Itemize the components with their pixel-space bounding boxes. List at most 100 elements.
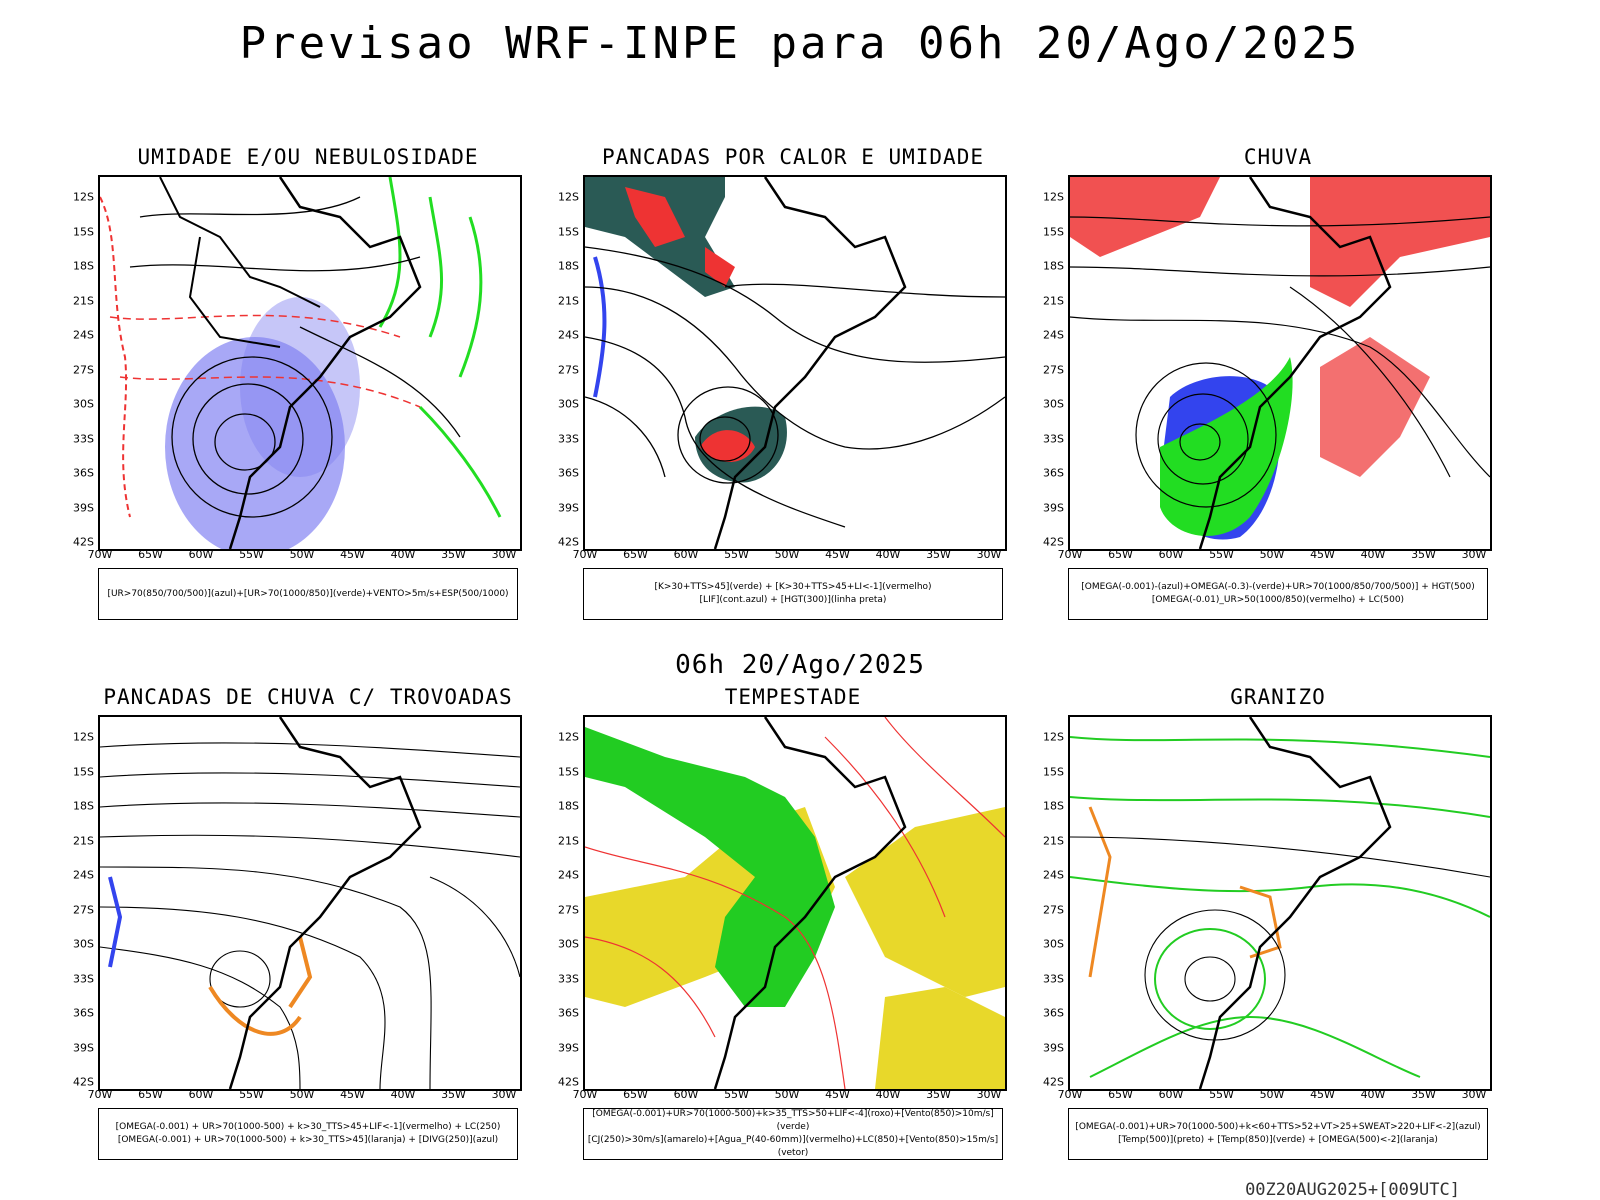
map-pancadas-calor (583, 175, 1007, 551)
country-border (713, 177, 907, 549)
lat-tick-label: 30S (1043, 397, 1064, 411)
hgt300-contours (585, 246, 1005, 528)
panel-title: PANCADAS DE CHUVA C/ TROVOADAS (103, 685, 513, 709)
lon-tick-label: 45W (825, 548, 850, 561)
lon-tick-label: 50W (774, 548, 800, 561)
lat-tick-label: 30S (558, 937, 579, 951)
lat-tick-label: 15S (73, 765, 94, 778)
jet-yellow-area (875, 987, 1005, 1089)
lat-tick-label: 39S (558, 1041, 579, 1054)
temp500-black-contours (1070, 836, 1490, 1041)
panel-title: CHUVA (1243, 145, 1313, 169)
lat-tick-label: 27S (73, 363, 94, 376)
lon-tick-label: 55W (724, 548, 749, 561)
lat-tick-label: 36S (73, 1006, 94, 1020)
pressure-contours (129, 196, 461, 518)
lon-tick-label: 70W (87, 548, 113, 561)
lon-tick-label: 65W (623, 548, 648, 561)
country-border (228, 717, 422, 1089)
country-border (1198, 177, 1392, 549)
lat-tick-label: 24S (558, 328, 579, 342)
panel-tempestade: TEMPESTADE 12S 15S 18S 21S 24S 27S 30S 33S 36S 39… (553, 685, 1033, 1160)
country-border (713, 717, 907, 1089)
lat-tick-label: 33S (558, 972, 579, 985)
lat-tick-label: 21S (1043, 834, 1064, 847)
lon-tick-label: 65W (1108, 1088, 1133, 1101)
legend-line: [OMEGA(-0.001)+UR>70(1000-500)+k<60+TTS>… (1075, 1122, 1481, 1132)
legend-line: [OMEGA(-0.001) + UR>70(1000-500) + k>30_… (117, 1135, 499, 1145)
legend-line: [Temp(500)](preto) + [Temp(850)](verde) … (1118, 1135, 1438, 1145)
lat-tick-label: 27S (558, 363, 579, 376)
lat-tick-label: 21S (73, 294, 94, 307)
lat-tick-label: 21S (558, 834, 579, 847)
map-granizo (1068, 715, 1492, 1091)
lat-tick-label: 27S (558, 903, 579, 916)
lon-tick-label: 50W (774, 1088, 800, 1101)
lon-tick-label: 30W (976, 1088, 1002, 1101)
lat-tick-label: 15S (558, 225, 579, 238)
lon-tick-label: 45W (825, 1088, 850, 1101)
lon-tick-label: 35W (441, 548, 466, 561)
legend-line: [OMEGA(-0.001) + UR>70(1000-500) + k>30_… (115, 1122, 501, 1132)
lon-tick-label: 30W (1461, 1088, 1487, 1101)
jet-yellow-area (845, 807, 1005, 997)
lat-tick-label: 15S (1043, 765, 1064, 778)
lon-tick-label: 55W (239, 548, 264, 561)
panel-title: PANCADAS POR CALOR E UMIDADE (601, 145, 984, 169)
lat-tick-label: 15S (73, 225, 94, 238)
lon-tick-label: 65W (1108, 548, 1133, 561)
lat-tick-label: 33S (1043, 972, 1064, 985)
humidity-blue-area (240, 297, 360, 477)
lon-tick-label: 40W (390, 548, 416, 561)
lon-tick-label: 40W (875, 548, 901, 561)
lat-tick-label: 24S (1043, 328, 1064, 342)
lat-tick-label: 12S (558, 190, 579, 204)
lat-tick-label: 36S (558, 1006, 579, 1020)
lat-tick-label: 12S (558, 730, 579, 744)
lat-tick-label: 18S (1043, 259, 1064, 273)
lat-axis: 12S 15S 18S 21S 24S 27S 30S 33S 36S 39S 42S (68, 715, 98, 1089)
lon-tick-label: 65W (138, 1088, 163, 1101)
lon-tick-label: 45W (1310, 548, 1335, 561)
lat-tick-label: 42S (73, 1075, 94, 1089)
lat-tick-label: 18S (1043, 799, 1064, 813)
lat-tick-label: 27S (1043, 363, 1064, 376)
lat-tick-label: 30S (1043, 937, 1064, 951)
lat-tick-label: 30S (73, 397, 94, 411)
lat-tick-label: 39S (73, 501, 94, 514)
li-red-area (625, 187, 735, 287)
panel-legend: [UR>70(850/700/500)](azul)+[UR>70(1000/8… (98, 568, 518, 620)
lat-tick-label: 15S (1043, 225, 1064, 238)
country-border (228, 177, 422, 549)
lon-axis: 70W 65W 60W 55W 50W 45W 40W 35W 30W (1058, 1087, 1492, 1103)
lat-tick-label: 21S (1043, 294, 1064, 307)
lon-tick-label: 65W (138, 548, 163, 561)
lat-axis: 12S 15S 18S 21S 24S 27S 30S 33S 36S 39S 42S (68, 175, 98, 549)
lat-tick-label: 30S (558, 397, 579, 411)
wind850-green-area (585, 727, 835, 1007)
lon-tick-label: 45W (340, 548, 365, 561)
state-border (159, 177, 321, 348)
legend-line: [OMEGA(-0.001)+UR>70(1000-500)+k>35_TTS>… (592, 1109, 994, 1132)
lon-tick-label: 30W (491, 1088, 517, 1101)
lon-tick-label: 35W (926, 1088, 951, 1101)
lat-tick-label: 18S (558, 259, 579, 273)
valid-time-subtitle: 06h 20/Ago/2025 (675, 650, 925, 680)
panel-chuva: CHUVA 12S 15S 18S 21S 24S 27S 30S 33S 36S 39S 42S … (1038, 145, 1518, 620)
lat-tick-label: 33S (73, 432, 94, 445)
lat-tick-label: 33S (1043, 432, 1064, 445)
humidity-blue-area (165, 337, 345, 549)
legend-line: [OMEGA(-0.001)-(azul)+OMEGA(-0.3)-(verde… (1081, 582, 1475, 592)
lat-tick-label: 12S (73, 730, 94, 744)
lon-tick-label: 35W (441, 1088, 466, 1101)
temp850-green-contours (1070, 736, 1490, 1078)
panel-title: UMIDADE E/OU NEBULOSIDADE (137, 145, 479, 169)
panel-legend: [K>30+TTS>45](verde) + [K>30+TTS>45+LI<-… (583, 568, 1003, 620)
lon-tick-label: 35W (926, 548, 951, 561)
lon-tick-label: 55W (239, 1088, 264, 1101)
lon-axis: 70W 65W 60W 55W 50W 45W 40W 35W 30W (88, 1087, 522, 1103)
lat-tick-label: 33S (558, 432, 579, 445)
legend-line: [CJ(250)>30m/s](amarelo)+[Agua_P(40-60mm… (587, 1135, 999, 1158)
lon-axis: 70W 65W 60W 55W 50W 45W 40W 35W 30W (573, 1087, 1007, 1103)
panel-title: GRANIZO (1230, 685, 1326, 709)
